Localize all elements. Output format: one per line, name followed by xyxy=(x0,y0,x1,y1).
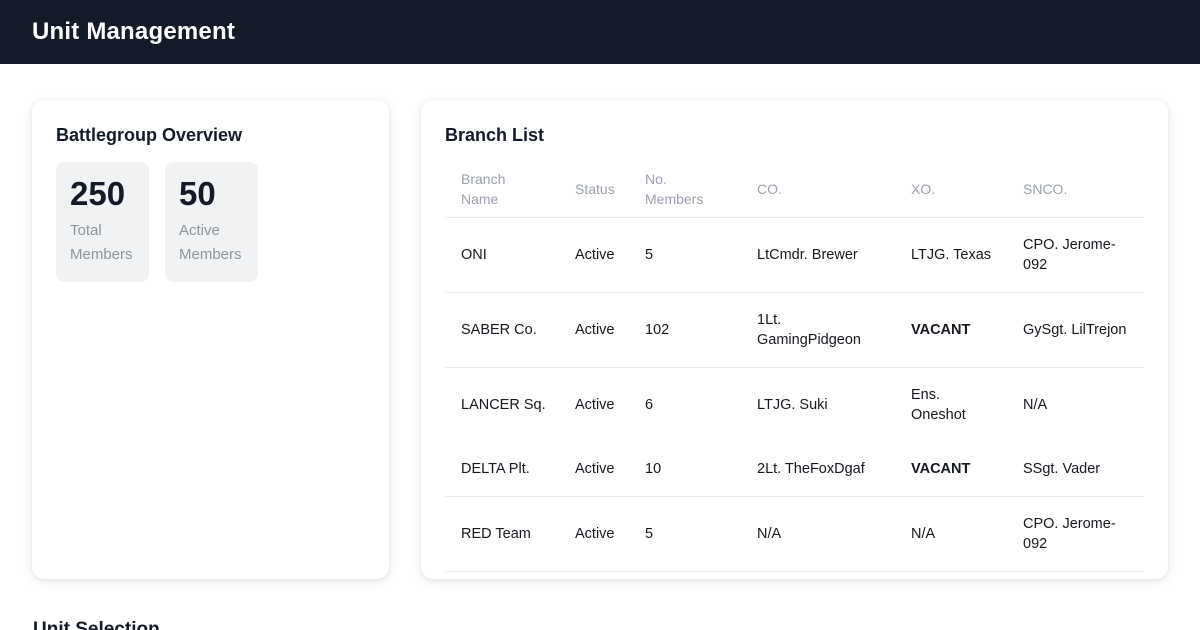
cell-no-members: 6 xyxy=(645,397,654,413)
table-row-oni: ONI Active 5 LtCmdr. Brewer LTJG. Texas … xyxy=(445,217,1144,293)
main-content: Battlegroup Overview 250 Total Members 5… xyxy=(0,64,1200,579)
cell-xo-vacant: VACANT xyxy=(895,442,1007,497)
column-header-status: Status xyxy=(559,166,629,218)
cell-co: 2Lt. TheFoxDgaf xyxy=(741,442,895,497)
cell-status: Active xyxy=(559,442,629,497)
branch-table-header-row: Branch Name Status No. Members CO. XO. S… xyxy=(445,166,1144,218)
table-row-lancer: LANCER Sq. Active 6 LTJG. Suki Ens. Ones… xyxy=(445,368,1144,443)
branch-table: Branch Name Status No. Members CO. XO. S… xyxy=(445,166,1144,572)
cell-xo-vacant: VACANT xyxy=(895,292,1007,368)
cell-co: LtCmdr. Brewer xyxy=(741,217,895,293)
page-title: Unit Management xyxy=(32,18,236,45)
stats-row: 250 Total Members 50 Active Members xyxy=(56,162,365,282)
cell-snco: CPO. Jerome-092 xyxy=(1007,496,1144,572)
cell-no-members: 102 xyxy=(629,292,741,368)
cell-co: N/A xyxy=(741,496,895,572)
battlegroup-overview-title: Battlegroup Overview xyxy=(56,125,243,145)
cell-status: Active xyxy=(559,496,629,572)
cell-branch-name: SABER Co. xyxy=(445,292,559,368)
column-header-no-members: No. Members xyxy=(629,166,741,218)
column-header-branch-name: Branch Name xyxy=(445,166,559,218)
cell-snco: GySgt. LilTrejon xyxy=(1007,292,1144,368)
cell-xo: N/A xyxy=(895,496,1007,572)
cell-branch-name: LANCER Sq. xyxy=(461,397,546,413)
cell-co: LTJG. Suki xyxy=(757,397,828,413)
stat-total-members-value: 250 xyxy=(70,175,126,212)
app-header: Unit Management xyxy=(0,0,1200,64)
battlegroup-overview-card: Battlegroup Overview 250 Total Members 5… xyxy=(32,100,389,579)
cell-branch-name: ONI xyxy=(445,217,559,293)
stat-total-members: 250 Total Members xyxy=(56,162,149,282)
column-header-co: CO. xyxy=(741,166,895,218)
stat-active-members: 50 Active Members xyxy=(165,162,258,282)
cell-snco: CPO. Jerome-092 xyxy=(1007,217,1144,293)
table-row-red: RED Team Active 5 N/A N/A CPO. Jerome-09… xyxy=(445,496,1144,572)
cell-status: Active xyxy=(559,292,629,368)
cell-status: Active xyxy=(559,217,629,293)
cell-branch-name: DELTA Plt. xyxy=(445,442,559,497)
cell-no-members: 10 xyxy=(629,442,741,497)
cell-no-members: 5 xyxy=(629,496,741,572)
cell-no-members: 5 xyxy=(629,217,741,293)
cell-branch-name: RED Team xyxy=(445,496,559,572)
column-header-snco: SNCO. xyxy=(1007,166,1144,218)
column-header-xo: XO. xyxy=(895,166,1007,218)
stat-active-members-value: 50 xyxy=(179,175,216,212)
branch-list-title: Branch List xyxy=(445,125,545,145)
branch-list-card: Branch List Branch Name Status No. Membe… xyxy=(421,100,1168,579)
cell-co: 1Lt. GamingPidgeon xyxy=(741,292,895,368)
table-row-saber: SABER Co. Active 102 1Lt. GamingPidgeon … xyxy=(445,292,1144,368)
cell-xo: LTJG. Texas xyxy=(895,217,1007,293)
cell-status: Active xyxy=(575,397,615,413)
stat-active-members-label: Active Members xyxy=(179,222,242,263)
table-row-delta: DELTA Plt. Active 10 2Lt. TheFoxDgaf VAC… xyxy=(445,442,1144,497)
stat-total-members-label: Total Members xyxy=(70,222,133,263)
unit-selection-section: Unit Selection xyxy=(0,579,1200,630)
cell-snco: N/A xyxy=(1023,397,1048,413)
cell-xo: Ens. Oneshot xyxy=(911,387,966,423)
cell-snco: SSgt. Vader xyxy=(1007,442,1144,497)
unit-selection-title: Unit Selection xyxy=(33,619,160,630)
